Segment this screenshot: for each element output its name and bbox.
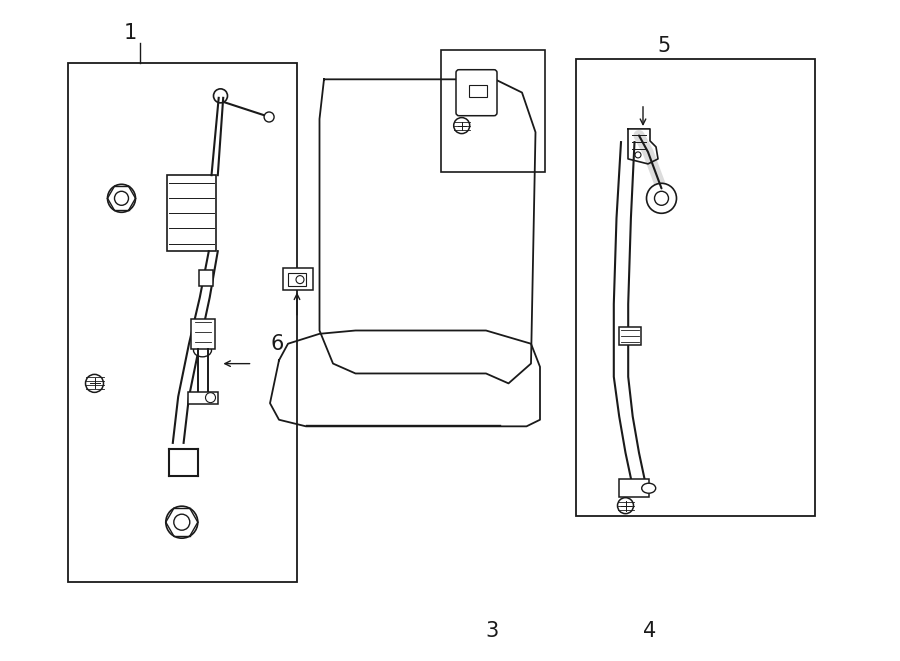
FancyBboxPatch shape <box>456 69 497 116</box>
Bar <box>166 175 216 251</box>
Bar <box>187 391 218 404</box>
Bar <box>68 63 297 582</box>
Circle shape <box>296 276 304 284</box>
Bar <box>283 268 313 290</box>
Circle shape <box>107 184 136 212</box>
Text: 5: 5 <box>658 36 670 56</box>
Circle shape <box>264 112 274 122</box>
Ellipse shape <box>642 483 656 493</box>
Bar <box>576 59 814 516</box>
Circle shape <box>454 118 470 134</box>
Text: 2: 2 <box>289 268 302 288</box>
Circle shape <box>654 191 669 206</box>
Circle shape <box>174 514 190 530</box>
Circle shape <box>635 152 641 158</box>
Circle shape <box>617 498 634 514</box>
Circle shape <box>86 374 104 393</box>
Bar <box>441 50 544 172</box>
Circle shape <box>213 89 228 103</box>
Text: 4: 4 <box>644 621 656 641</box>
Bar <box>199 270 213 286</box>
Text: 1: 1 <box>124 23 137 43</box>
Text: 3: 3 <box>486 621 499 641</box>
Bar <box>469 85 487 97</box>
Ellipse shape <box>194 344 212 357</box>
Bar <box>618 327 641 345</box>
Bar <box>618 479 649 497</box>
Circle shape <box>205 393 215 403</box>
Bar <box>191 319 214 348</box>
Text: 6: 6 <box>271 334 284 354</box>
Circle shape <box>166 506 198 538</box>
Circle shape <box>646 183 677 214</box>
Circle shape <box>114 191 129 206</box>
Bar <box>288 272 306 286</box>
